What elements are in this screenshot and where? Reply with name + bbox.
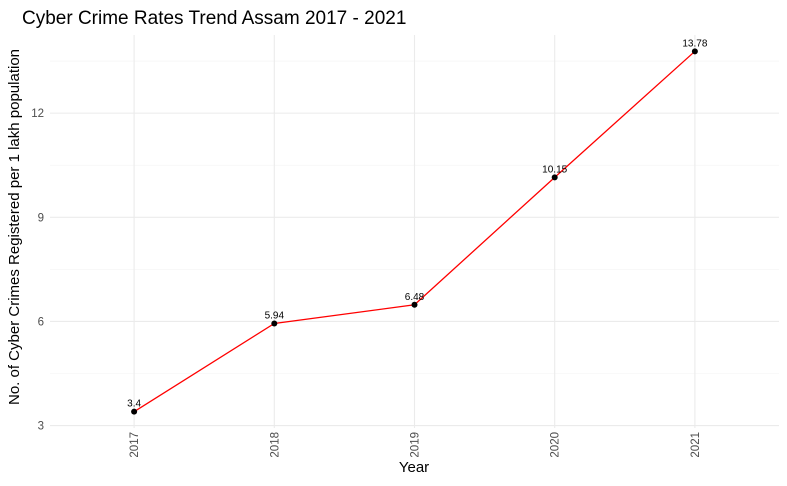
y-axis-title: No. of Cyber Crimes Registered per 1 lak… — [6, 49, 23, 405]
data-label: 3.4 — [127, 399, 141, 410]
data-point — [551, 174, 558, 181]
series-layer — [131, 48, 698, 415]
y-tick-label: 9 — [38, 212, 44, 224]
data-point — [271, 320, 278, 327]
x-tick-label: 2017 — [129, 432, 141, 458]
data-label: 6.48 — [405, 292, 425, 303]
x-tick-label: 2018 — [269, 432, 281, 458]
data-label: 5.94 — [265, 311, 285, 322]
data-point — [411, 301, 418, 308]
grid — [50, 35, 779, 428]
x-tick-label: 2021 — [690, 432, 702, 458]
y-tick-label: 6 — [38, 316, 44, 328]
x-tick-label: 2019 — [410, 432, 422, 458]
y-tick-label: 3 — [38, 421, 44, 433]
x-axis-title: Year — [399, 459, 429, 476]
data-label: 13.78 — [682, 38, 707, 49]
data-label: 10.15 — [542, 164, 567, 175]
chart-title: Cyber Crime Rates Trend Assam 2017 - 202… — [22, 8, 406, 29]
x-tick-label: 2020 — [550, 432, 562, 458]
data-point — [131, 408, 138, 415]
label-layer: 3 6 9 12 2017 2018 2019 2020 2021 3.4 5.94 6.48 10.1… — [31, 38, 708, 457]
data-point — [691, 48, 698, 55]
y-tick-label: 12 — [31, 108, 44, 120]
